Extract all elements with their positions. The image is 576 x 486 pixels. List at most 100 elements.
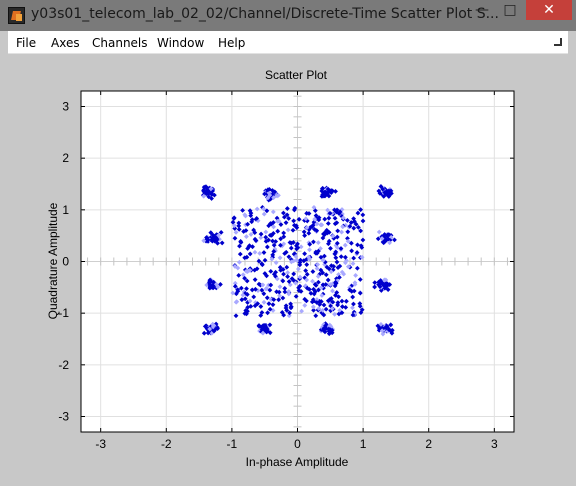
scatter-point	[332, 311, 338, 317]
scatter-point	[385, 287, 391, 293]
scatter-point	[307, 225, 313, 230]
scatter-point	[201, 330, 207, 336]
menu-window[interactable]: Window	[157, 36, 205, 50]
scatter-point	[290, 240, 296, 245]
scatter-point	[296, 216, 302, 222]
maximize-button[interactable]: □	[503, 2, 517, 18]
scatter-point	[350, 261, 356, 266]
scatter-point	[351, 216, 357, 222]
scatter-point	[275, 228, 281, 234]
y-tick-label: 2	[62, 151, 69, 165]
scatter-point	[302, 251, 308, 257]
scatter-point	[281, 230, 287, 236]
scatter-point	[316, 287, 321, 293]
scatter-plot: Scatter Plot -3 -2 -1 0 1 2 3 -3 -2 -1 0 1 2 3 In-pha…	[46, 68, 515, 469]
scatter-point	[385, 281, 390, 287]
scatter-point	[347, 223, 353, 229]
scatter-point	[329, 263, 334, 269]
menu-file[interactable]: File	[16, 36, 37, 50]
scatter-point	[322, 193, 328, 199]
scatter-point	[277, 293, 282, 299]
figure-area: Scatter Plot -3 -2 -1 0 1 2 3 -3 -2 -1 0 1 2 3 In-pha…	[8, 54, 568, 478]
scatter-point	[282, 289, 288, 295]
scatter-point	[325, 186, 331, 192]
scatter-point	[258, 313, 264, 318]
scatter-point	[360, 212, 366, 218]
scatter-point	[271, 242, 277, 248]
menu-bar: File Axes Channels Window Help	[8, 31, 568, 54]
scatter-point	[252, 303, 258, 309]
scatter-point	[267, 330, 273, 336]
scatter-point	[354, 265, 360, 271]
x-tick-label: -1	[227, 437, 238, 451]
scatter-point	[267, 192, 273, 198]
scatter-point	[306, 230, 312, 236]
menu-axes[interactable]: Axes	[51, 36, 80, 50]
x-tick-label: -3	[95, 437, 106, 451]
minimize-button[interactable]: —	[475, 2, 489, 18]
scatter-point	[307, 241, 313, 247]
scatter-point	[279, 309, 285, 315]
scatter-point	[240, 208, 246, 213]
scatter-point	[298, 244, 304, 250]
scatter-point	[348, 240, 354, 246]
scatter-point	[211, 328, 217, 334]
scatter-point	[308, 290, 314, 296]
scatter-point	[343, 304, 349, 310]
scatter-point	[286, 291, 292, 297]
scatter-point	[271, 249, 277, 254]
scatter-point	[238, 238, 244, 244]
scatter-point	[318, 222, 324, 228]
scatter-point	[292, 205, 298, 211]
scatter-point	[343, 254, 348, 260]
menu-help[interactable]: Help	[218, 36, 246, 50]
scatter-point	[325, 207, 331, 213]
scatter-point	[281, 214, 287, 220]
scatter-point	[377, 284, 383, 290]
scatter-point	[205, 330, 211, 336]
scatter-point	[303, 216, 309, 222]
scatter-point	[211, 323, 217, 328]
scatter-point	[307, 247, 312, 253]
chart-title: Scatter Plot	[265, 68, 328, 82]
scatter-point	[277, 284, 283, 290]
scatter-point	[261, 206, 267, 212]
scatter-point	[271, 224, 276, 230]
scatter-point	[289, 259, 294, 265]
scatter-point	[312, 281, 318, 287]
scatter-point	[335, 228, 341, 234]
scatter-point	[263, 238, 269, 244]
menu-channels[interactable]: Channels	[92, 36, 148, 50]
scatter-point	[244, 278, 250, 284]
scatter-point	[270, 209, 276, 215]
scatter-point	[286, 216, 292, 221]
close-button[interactable]: ✕	[526, 0, 572, 20]
scatter-point	[311, 307, 316, 313]
scatter-point	[264, 286, 270, 291]
scatter-point	[339, 310, 345, 316]
dock-arrow-icon[interactable]	[554, 38, 562, 46]
y-tick-label: 1	[62, 203, 69, 217]
scatter-point	[273, 239, 279, 244]
scatter-point	[359, 307, 365, 313]
scatter-point	[263, 229, 269, 235]
window-title: y03s01_telecom_lab_02_02/Channel/Discret…	[31, 6, 499, 22]
scatter-point	[379, 328, 385, 334]
x-tick-label: 1	[360, 437, 367, 451]
scatter-point	[291, 218, 297, 224]
scatter-point	[336, 274, 342, 280]
scatter-point	[349, 248, 355, 254]
scatter-point	[290, 227, 296, 233]
scatter-point	[262, 257, 268, 263]
x-tick-label: 3	[491, 437, 498, 451]
x-axis-label: In-phase Amplitude	[246, 455, 349, 469]
scatter-point	[335, 302, 341, 308]
scatter-point	[326, 324, 332, 329]
scatter-point	[322, 323, 328, 329]
scatter-point	[315, 240, 321, 246]
scatter-point	[328, 188, 334, 194]
scatter-point	[271, 195, 276, 201]
scatter-point	[280, 295, 286, 301]
scatter-point	[330, 288, 335, 294]
scatter-point	[263, 324, 268, 330]
